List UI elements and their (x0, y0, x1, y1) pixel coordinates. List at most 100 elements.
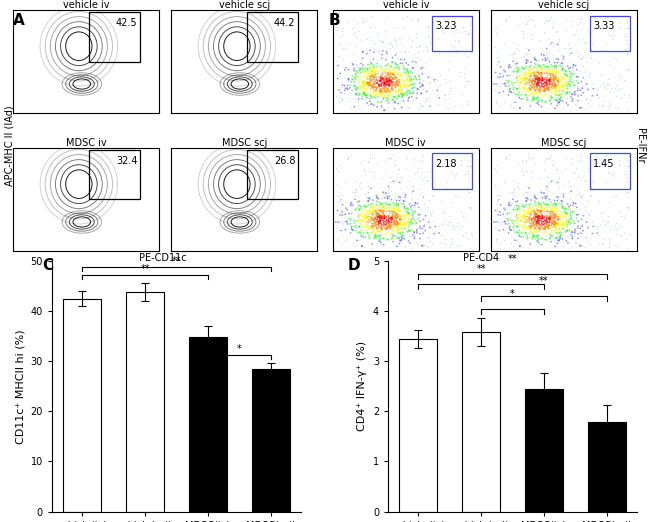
Point (384, 223, 395, 232)
Point (380, 223, 390, 232)
Point (356, 72, 367, 80)
Point (404, 82, 414, 91)
Point (391, 211, 402, 219)
Point (552, 193, 562, 201)
Point (577, 62, 587, 70)
Point (590, 17, 601, 26)
Point (407, 206, 417, 214)
Point (557, 220, 567, 229)
Point (502, 82, 512, 90)
Point (361, 84, 371, 92)
Point (390, 205, 400, 213)
Point (372, 208, 382, 217)
Point (526, 211, 536, 220)
Point (523, 149, 534, 158)
Point (370, 84, 381, 92)
Point (504, 200, 514, 208)
Point (540, 205, 551, 213)
Point (552, 58, 563, 67)
Point (378, 208, 388, 216)
Point (557, 97, 567, 105)
Point (369, 222, 380, 230)
Point (422, 243, 432, 251)
Point (417, 102, 427, 111)
Point (568, 61, 578, 69)
Point (560, 80, 571, 89)
Point (354, 204, 364, 212)
Point (389, 219, 400, 228)
Point (377, 225, 387, 233)
Point (391, 73, 401, 81)
Point (393, 233, 404, 242)
Point (383, 86, 393, 94)
Point (536, 66, 546, 74)
Point (604, 60, 615, 68)
Point (366, 217, 376, 226)
Point (532, 93, 543, 102)
Point (382, 85, 393, 93)
Point (391, 220, 401, 229)
Point (376, 98, 386, 106)
Point (380, 214, 391, 222)
Point (371, 207, 382, 215)
Point (544, 75, 554, 84)
Point (556, 215, 566, 223)
Point (391, 91, 402, 100)
Point (549, 215, 560, 223)
Point (406, 182, 416, 190)
Point (543, 221, 554, 229)
Point (544, 230, 554, 239)
Point (592, 84, 603, 92)
Point (536, 214, 546, 222)
Point (385, 67, 395, 75)
Point (610, 54, 621, 63)
Point (407, 84, 417, 92)
Point (358, 69, 368, 77)
Point (494, 227, 504, 235)
Point (554, 229, 565, 237)
Point (515, 79, 526, 87)
Point (564, 203, 574, 211)
Point (374, 216, 385, 224)
Point (521, 194, 532, 202)
Point (410, 79, 420, 88)
Point (369, 83, 380, 91)
Point (534, 194, 545, 203)
Point (546, 207, 556, 216)
Point (544, 92, 554, 101)
Point (548, 209, 558, 218)
Point (370, 65, 380, 73)
Point (358, 83, 369, 91)
Point (549, 222, 560, 231)
Point (552, 77, 563, 85)
Point (336, 227, 346, 235)
Point (369, 76, 379, 84)
Point (404, 210, 415, 218)
Point (558, 204, 568, 212)
Point (566, 76, 577, 84)
Point (552, 221, 562, 229)
Point (384, 74, 395, 82)
Point (465, 152, 476, 160)
Point (526, 81, 537, 90)
Point (433, 35, 443, 43)
Point (363, 188, 373, 196)
Point (403, 97, 413, 105)
Point (386, 80, 396, 89)
Point (349, 50, 359, 58)
Point (418, 229, 428, 238)
Point (525, 75, 535, 84)
Point (562, 78, 573, 87)
Point (504, 71, 515, 79)
Point (495, 220, 505, 228)
Point (387, 217, 398, 226)
Point (373, 218, 384, 227)
Point (500, 17, 510, 25)
Point (540, 225, 550, 233)
Point (332, 206, 343, 215)
Point (382, 65, 392, 73)
Point (360, 67, 370, 75)
Point (384, 80, 394, 89)
Point (550, 209, 560, 218)
Point (558, 53, 569, 61)
